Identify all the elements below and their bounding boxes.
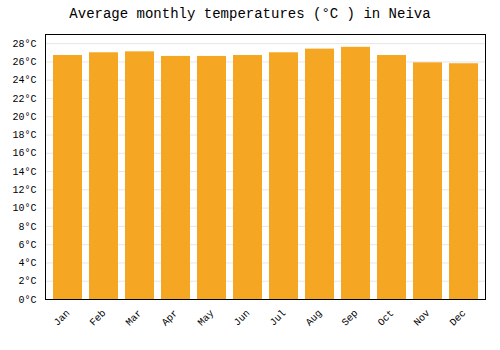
svg-text:10°C: 10°C [12,203,36,214]
svg-text:Jan: Jan [52,308,73,329]
svg-text:May: May [196,308,217,329]
svg-text:Feb: Feb [88,308,109,329]
svg-text:2°C: 2°C [18,276,36,287]
svg-text:Mar: Mar [124,308,145,329]
svg-text:Nov: Nov [412,308,433,329]
svg-text:24°C: 24°C [12,75,36,86]
svg-text:12°C: 12°C [12,185,36,196]
svg-text:26°C: 26°C [12,57,36,68]
svg-text:18°C: 18°C [12,130,36,141]
svg-text:Apr: Apr [160,308,181,329]
html-text:Average monthly temperatures (: Average monthly temperatures (°C ) in Ne… [69,6,431,22]
svg-text:4°C: 4°C [18,258,36,269]
svg-text:Jun: Jun [232,308,253,329]
svg-text:28°C: 28°C [12,39,36,50]
svg-text:Aug: Aug [304,308,325,329]
svg-text:Dec: Dec [448,308,469,329]
svg-text:20°C: 20°C [12,112,36,123]
svg-text:22°C: 22°C [12,94,36,105]
svg-text:14°C: 14°C [12,167,36,178]
svg-text:0°C: 0°C [18,295,36,306]
svg-text:Jul: Jul [268,308,289,329]
svg-text:Sep: Sep [340,308,361,329]
svg-text:16°C: 16°C [12,148,36,159]
svg-text:6°C: 6°C [18,240,36,251]
svg-text:8°C: 8°C [18,222,36,233]
svg-text:Oct: Oct [376,308,397,329]
